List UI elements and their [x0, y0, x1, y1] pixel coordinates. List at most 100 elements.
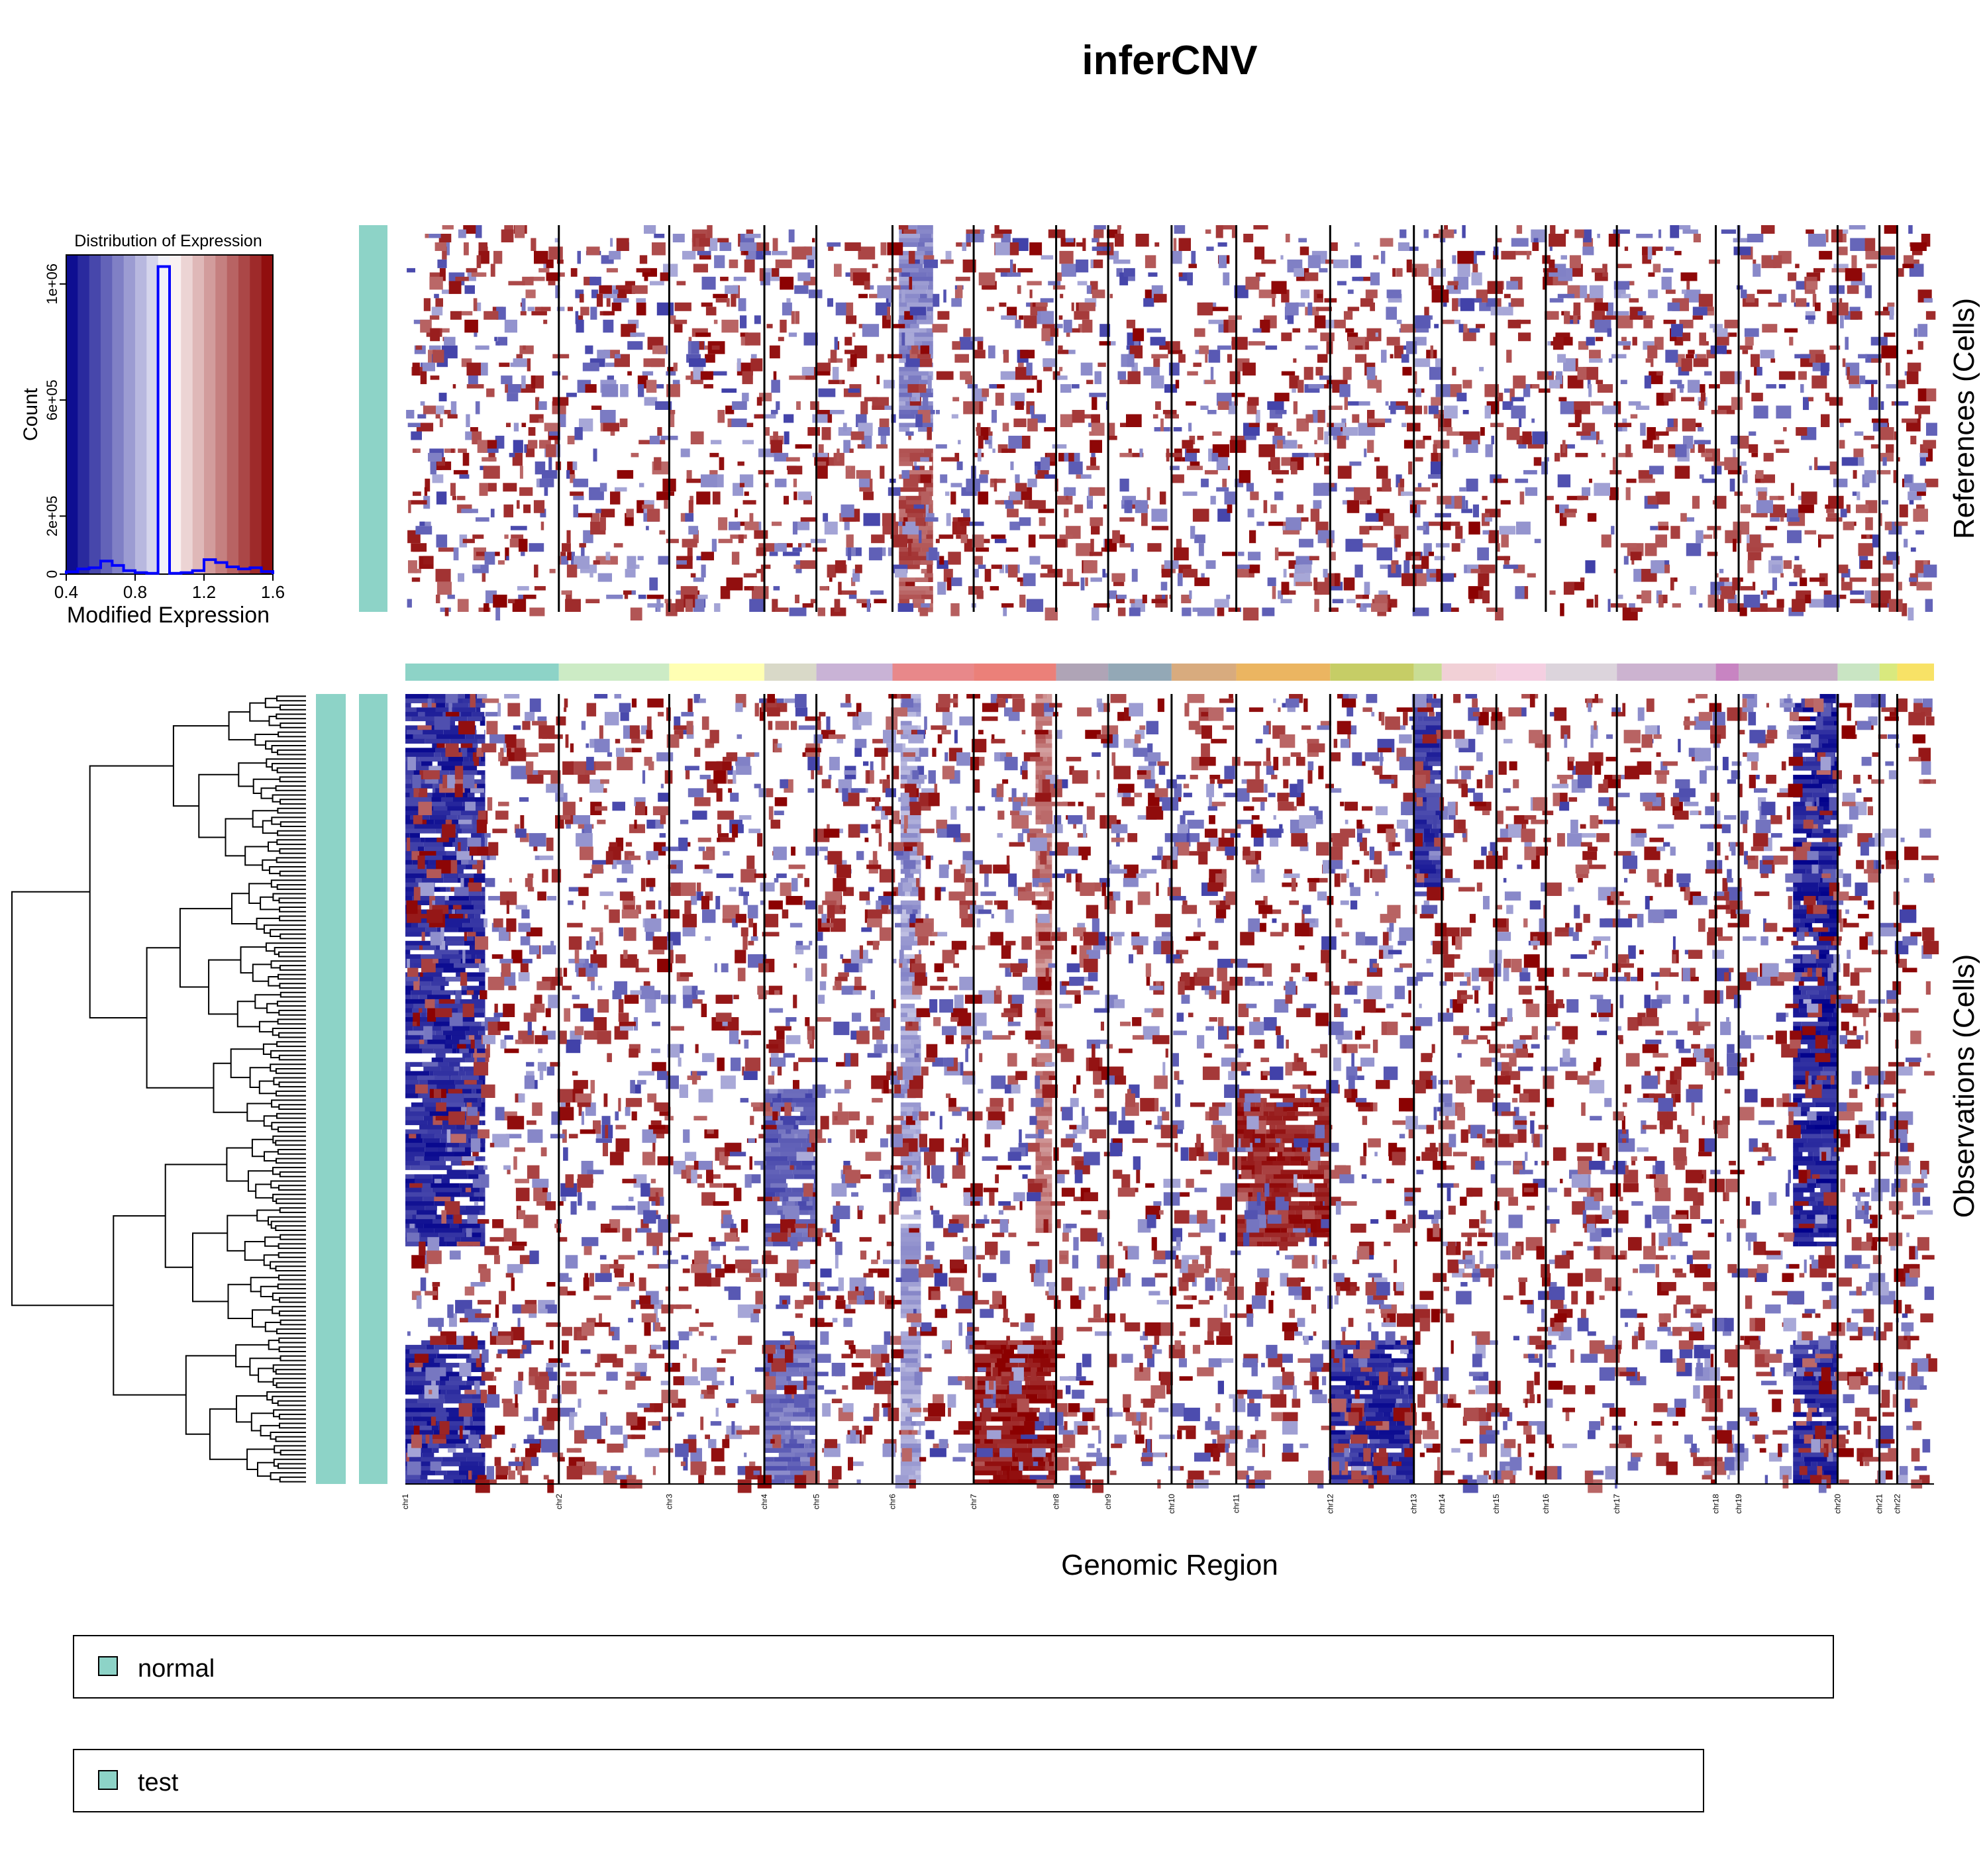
- cnv-cell: [447, 1197, 454, 1202]
- noise-cell: [512, 452, 523, 466]
- noise-cell: [478, 242, 487, 251]
- cnv-cell: [1272, 1147, 1284, 1152]
- cnv-cell: [472, 1403, 485, 1408]
- noise-cell: [1076, 242, 1084, 247]
- noise-cell: [994, 225, 999, 234]
- noise-cell: [1839, 419, 1851, 423]
- noise-cell: [1497, 543, 1500, 552]
- noise-cell: [986, 307, 995, 311]
- cnv-cell: [899, 504, 928, 509]
- cnv-cell: [1800, 1053, 1829, 1058]
- cnv-cell: [443, 1475, 466, 1480]
- noise-cell: [1870, 444, 1880, 449]
- noise-cell: [1853, 469, 1857, 479]
- cnv-cell: [995, 1389, 1021, 1395]
- noise-cell: [864, 397, 878, 402]
- noise-cell: [1214, 599, 1229, 608]
- noise-cell: [417, 414, 427, 419]
- noise-cell: [705, 307, 717, 316]
- noise-cell: [1450, 521, 1460, 526]
- noise-cell: [1061, 264, 1076, 277]
- noise-cell: [1560, 513, 1567, 526]
- noise-cell: [1870, 590, 1880, 604]
- cnv-cell: [1804, 1142, 1823, 1148]
- noise-cell: [1564, 229, 1569, 234]
- noise-cell: [1005, 547, 1019, 552]
- noise-cell: [696, 491, 711, 505]
- cnv-cell: [1811, 833, 1838, 838]
- cnv-cell: [405, 1381, 413, 1386]
- noise-cell: [918, 358, 933, 368]
- noise-cell: [1733, 246, 1751, 256]
- noise-cell: [1749, 534, 1761, 548]
- noise-cell: [422, 362, 435, 371]
- noise-cell: [1513, 375, 1526, 389]
- noise-cell: [744, 491, 749, 496]
- cnv-cell: [426, 1344, 434, 1350]
- noise-cell: [909, 307, 927, 316]
- cnv-cell: [421, 1012, 427, 1018]
- noise-cell: [1371, 526, 1382, 530]
- noise-cell: [837, 448, 840, 462]
- noise-cell: [1674, 466, 1690, 479]
- noise-cell: [1401, 573, 1417, 587]
- noise-cell: [1160, 581, 1168, 591]
- noise-cell: [546, 272, 560, 281]
- cnv-cell: [440, 1389, 446, 1395]
- cnv-cell: [1236, 1219, 1245, 1224]
- cnv-cell: [439, 1044, 444, 1049]
- noise-cell: [688, 526, 699, 535]
- cnv-cell: [1793, 877, 1820, 883]
- hist-y-tick-label: 6e+05: [44, 379, 60, 420]
- noise-cell: [1658, 526, 1669, 530]
- noise-cell: [601, 384, 619, 397]
- noise-cell: [1788, 272, 1797, 281]
- cnv-cell: [405, 877, 416, 883]
- cnv-cell: [1405, 1430, 1414, 1435]
- cnv-cell: [463, 1066, 475, 1071]
- cnv-cell: [927, 285, 933, 290]
- cnv-cell: [482, 833, 485, 838]
- cnv-cell: [438, 1003, 465, 1009]
- cnv-cell: [405, 833, 410, 838]
- noise-cell: [1832, 302, 1849, 316]
- noise-cell: [1059, 367, 1063, 371]
- noise-cell: [590, 307, 597, 320]
- noise-cell: [591, 405, 602, 410]
- cnv-cell: [1413, 756, 1425, 762]
- cnv-cell: [468, 703, 485, 708]
- noise-cell: [847, 547, 852, 561]
- cnv-cell: [1439, 815, 1442, 820]
- cnv-cell: [810, 1214, 817, 1220]
- cnv-cell: [1269, 1124, 1276, 1130]
- noise-cell: [1293, 401, 1298, 415]
- cnv-cell: [907, 564, 920, 569]
- cnv-cell: [405, 707, 417, 713]
- cnv-cell: [1793, 1165, 1798, 1170]
- cnv-cell: [405, 1035, 421, 1040]
- cnv-cell: [807, 1376, 816, 1381]
- cnv-cell: [435, 1470, 447, 1475]
- noise-cell: [1117, 371, 1127, 380]
- cnv-cell: [439, 1381, 446, 1386]
- noise-cell: [636, 302, 646, 316]
- noise-cell: [905, 581, 915, 587]
- cnv-cell: [913, 478, 927, 483]
- noise-cell: [630, 332, 645, 337]
- noise-cell: [1430, 345, 1433, 359]
- noise-cell: [1151, 526, 1169, 530]
- noise-cell: [1714, 495, 1727, 509]
- noise-cell: [744, 521, 759, 530]
- cnv-cell: [458, 1071, 466, 1076]
- cnv-cell: [460, 1192, 474, 1197]
- cnv-cell: [974, 1430, 980, 1435]
- noise-cell: [1532, 384, 1540, 389]
- noise-cell: [1462, 379, 1472, 389]
- noise-cell: [1625, 487, 1631, 501]
- noise-cell: [420, 401, 425, 406]
- cnv-cell: [405, 1174, 415, 1179]
- cnv-cell: [438, 1179, 450, 1184]
- cnv-cell: [1009, 1430, 1026, 1435]
- cnv-cell: [1798, 945, 1827, 950]
- noise-cell: [1916, 581, 1932, 591]
